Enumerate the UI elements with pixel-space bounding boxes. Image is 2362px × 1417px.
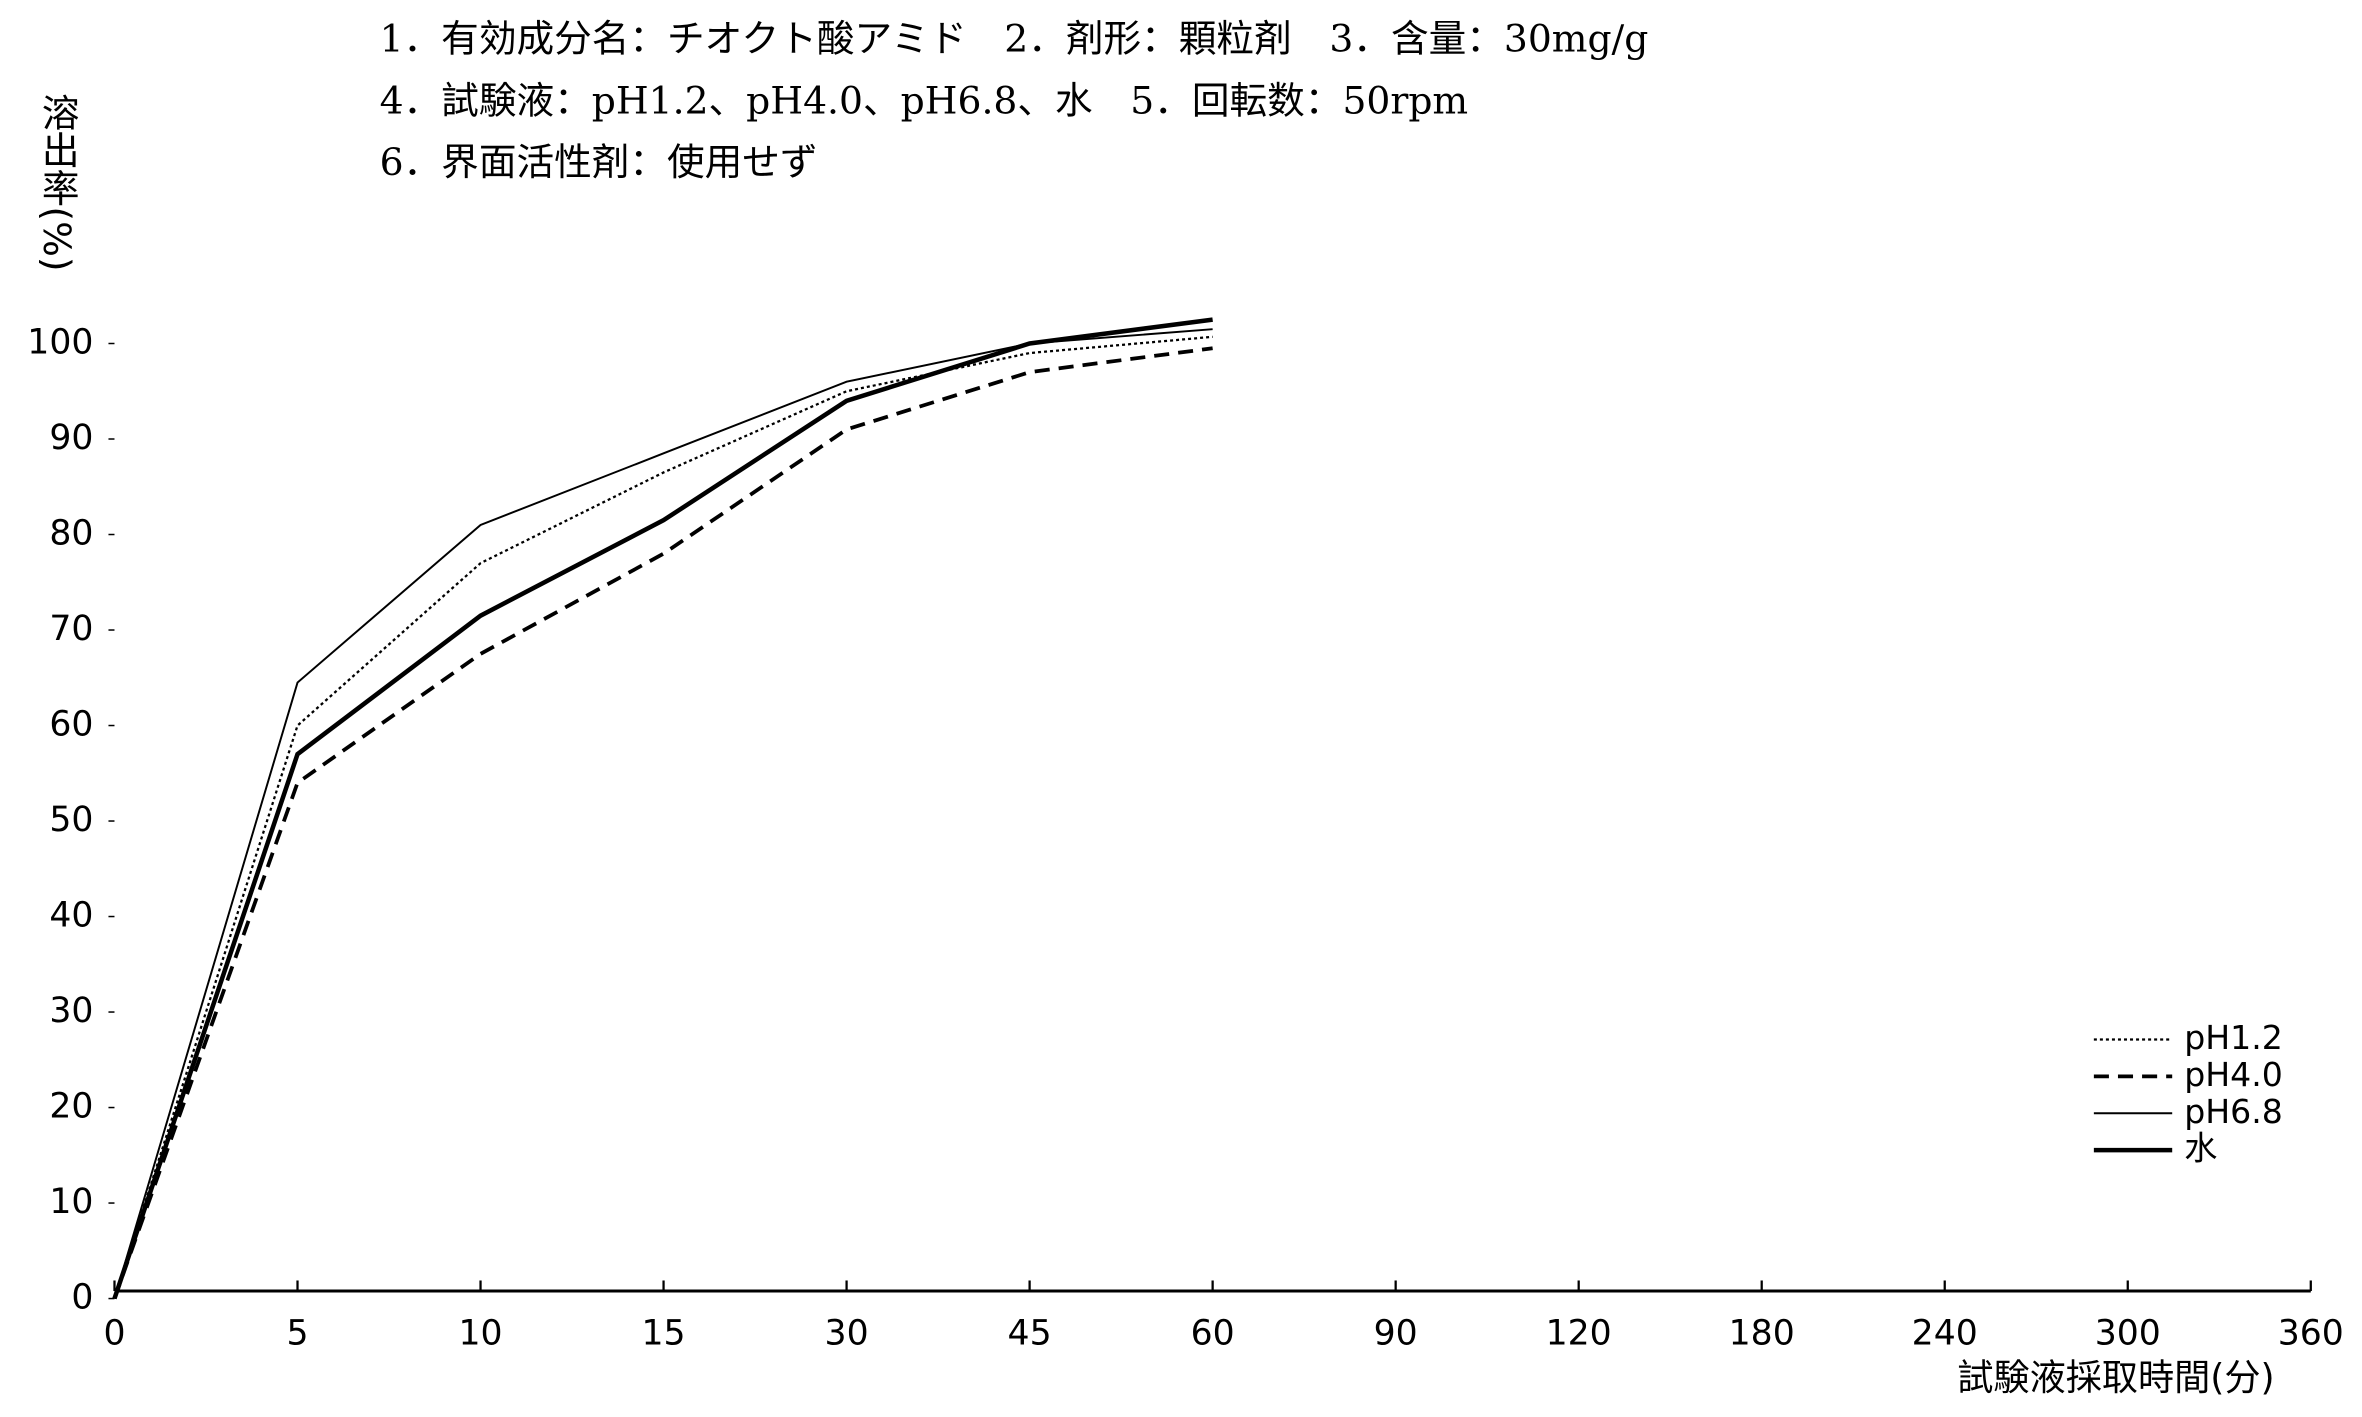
header-line: 1．有効成分名：チオクト酸アミド 2．剤形：顆粒剤 3．含量：30mg/g xyxy=(380,17,1649,61)
x-tick-label: 5 xyxy=(286,1314,308,1354)
y-tick-label: 10 xyxy=(49,1182,93,1222)
y-tick-label: 40 xyxy=(49,896,93,936)
header-line: 6．界面活性剤：使用せず xyxy=(380,140,818,184)
x-tick-label: 45 xyxy=(1008,1314,1052,1354)
x-tick-label: 30 xyxy=(825,1314,869,1354)
legend-label: pH1.2 xyxy=(2184,1018,2283,1057)
legend-label: pH6.8 xyxy=(2184,1092,2283,1131)
y-tick-label: 60 xyxy=(49,705,93,745)
y-tick-label: 0 xyxy=(71,1278,93,1318)
series-line xyxy=(112,317,1213,1300)
y-tick-label: 70 xyxy=(49,609,93,649)
x-axis-label: 試験液採取時間(分) xyxy=(1957,1356,2274,1399)
x-tick-label: 0 xyxy=(103,1314,125,1354)
x-tick-label: 10 xyxy=(459,1314,503,1354)
x-tick-label: 60 xyxy=(1191,1314,1235,1354)
y-tick-label: 30 xyxy=(49,991,93,1031)
legend-label: 水 xyxy=(2184,1129,2217,1168)
x-tick-label: 120 xyxy=(1546,1314,1612,1354)
y-tick-label: 80 xyxy=(49,514,93,554)
y-tick-label: 20 xyxy=(49,1087,93,1127)
y-tick-label: 100 xyxy=(27,323,93,363)
y-tick-label: 50 xyxy=(49,800,93,840)
x-tick-label: 240 xyxy=(1912,1314,1978,1354)
x-tick-label: 300 xyxy=(2095,1314,2161,1354)
x-tick-label: 15 xyxy=(642,1314,686,1354)
x-tick-label: 360 xyxy=(2278,1314,2344,1354)
legend-label: pH4.0 xyxy=(2184,1055,2283,1094)
x-tick-label: 90 xyxy=(1374,1314,1418,1354)
header-line: 4．試験液：pH1.2、pH4.0、pH6.8、水 5．回転数：50rpm xyxy=(380,78,1469,122)
x-tick-label: 180 xyxy=(1729,1314,1795,1354)
y-axis-label: 溶出率(%) xyxy=(35,93,79,271)
series-line xyxy=(113,335,1213,1299)
series-line xyxy=(112,346,1213,1300)
y-tick-label: 90 xyxy=(49,418,93,458)
